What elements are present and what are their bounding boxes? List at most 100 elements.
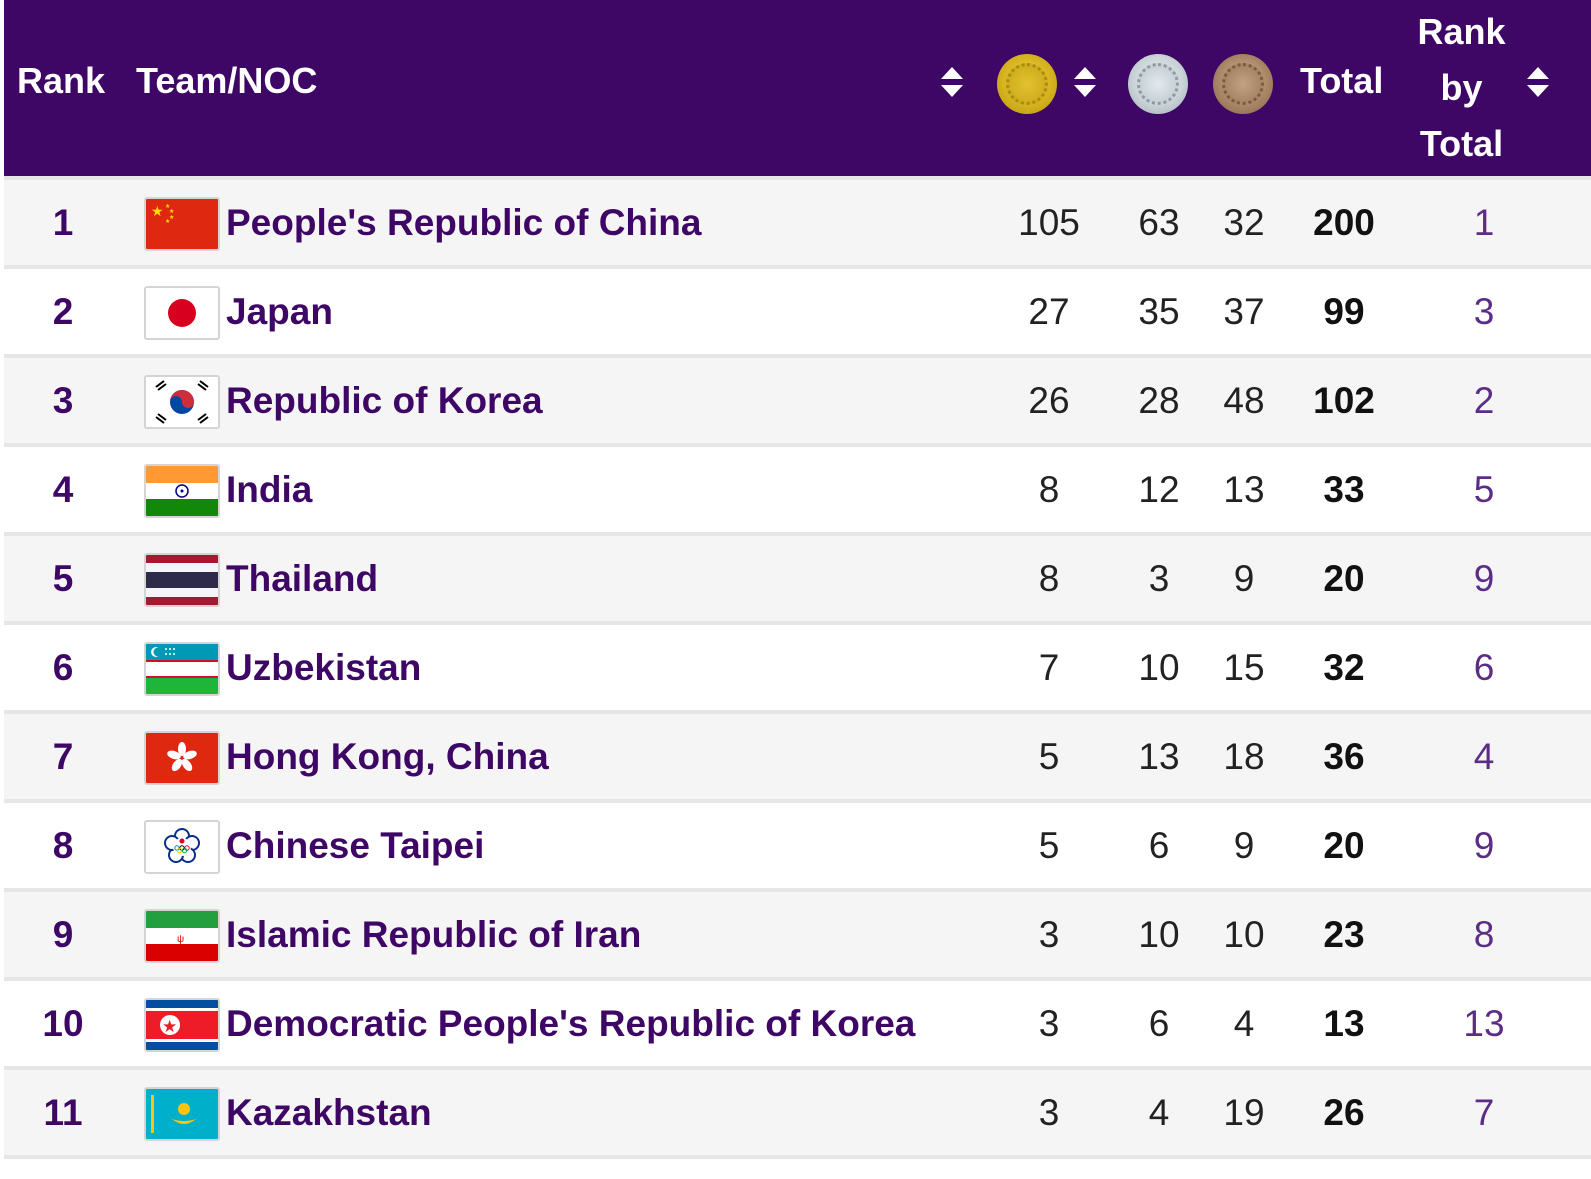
gold-count: 105 [1018, 202, 1080, 243]
team-name-link[interactable]: India [226, 469, 313, 510]
iran-flag-icon: ψ [144, 909, 220, 963]
rank-by-total-cell: 2 [1473, 380, 1495, 421]
table-row[interactable]: 7 Hong Kong, China 5 13 18 36 4 [4, 714, 1591, 803]
silver-count: 3 [1148, 558, 1170, 599]
gold-medal-icon[interactable] [997, 54, 1057, 114]
total-count: 20 [1323, 825, 1365, 866]
total-count: 32 [1323, 647, 1365, 688]
total-count: 102 [1313, 380, 1375, 421]
rank-column-header[interactable]: Rank [17, 60, 106, 101]
team-name-link[interactable]: Republic of Korea [226, 380, 543, 421]
gold-count: 8 [1038, 558, 1060, 599]
table-row[interactable]: 9 ψ Islamic Republic of Iran 3 10 10 23 8 [4, 892, 1591, 981]
rank-by-total-cell: 9 [1473, 825, 1495, 866]
korea-flag-icon [144, 375, 220, 429]
team-name-link[interactable]: Democratic People's Republic of Korea [226, 1003, 916, 1044]
rank-by-total-column-header[interactable]: Rank by Total [1404, 4, 1519, 172]
team-name-link[interactable]: Islamic Republic of Iran [226, 914, 642, 955]
hong-kong-flag-icon [144, 731, 220, 785]
svg-text:ψ: ψ [177, 934, 184, 945]
bronze-count: 32 [1223, 202, 1265, 243]
thailand-flag-icon [144, 553, 220, 607]
india-flag-icon [144, 464, 220, 518]
team-name-link[interactable]: Uzbekistan [226, 647, 422, 688]
svg-text:★: ★ [169, 208, 174, 215]
gold-count: 3 [1038, 1092, 1060, 1133]
total-count: 36 [1323, 736, 1365, 777]
bronze-count: 15 [1223, 647, 1265, 688]
uzbekistan-flag-icon [144, 642, 220, 696]
table-header: Rank Team/NOC Total Rank by Total [4, 0, 1591, 180]
silver-count: 10 [1138, 914, 1180, 955]
gold-count: 27 [1028, 291, 1070, 332]
silver-count: 6 [1148, 1003, 1170, 1044]
rank-by-total-label-line: Rank [1417, 11, 1506, 52]
rank-cell: 11 [43, 1092, 83, 1133]
total-count: 99 [1323, 291, 1365, 332]
rank-by-total-label-line: Total [1419, 123, 1504, 164]
rank-cell: 7 [52, 736, 74, 777]
table-row[interactable]: 5 Thailand 8 3 9 20 9 [4, 536, 1591, 625]
chinese-taipei-flag-icon [144, 820, 220, 874]
total-count: 200 [1313, 202, 1375, 243]
sort-icon[interactable] [1527, 67, 1549, 97]
gold-count: 3 [1038, 1003, 1060, 1044]
rank-cell: 2 [52, 291, 74, 332]
table-row[interactable]: 4 India 8 12 13 33 5 [4, 447, 1591, 536]
rank-by-total-label-line: by [1440, 67, 1483, 108]
table-row[interactable]: 2 Japan 27 35 37 99 3 [4, 269, 1591, 358]
table-row[interactable]: 11 Kazakhstan 3 4 19 26 7 [4, 1070, 1591, 1159]
rank-by-total-cell: 13 [1463, 1003, 1505, 1044]
bronze-count: 19 [1223, 1092, 1265, 1133]
rank-by-total-cell: 7 [1473, 1092, 1495, 1133]
team-column-header[interactable]: Team/NOC [136, 60, 318, 101]
team-name-link[interactable]: Hong Kong, China [226, 736, 549, 777]
total-count: 33 [1323, 469, 1365, 510]
silver-count: 35 [1138, 291, 1180, 332]
silver-count: 13 [1138, 736, 1180, 777]
bronze-count: 18 [1223, 736, 1265, 777]
rank-cell: 3 [52, 380, 74, 421]
table-row[interactable]: 10 ★ Democratic People's Republic of Korea… [4, 981, 1591, 1070]
rank-cell: 10 [42, 1003, 84, 1044]
bronze-count: 37 [1223, 291, 1265, 332]
gold-count: 3 [1038, 914, 1060, 955]
gold-count: 5 [1038, 825, 1060, 866]
table-row[interactable]: 1 ★ ★ ★ ★ ★ People's Republic of China 105 63 32 2… [4, 180, 1591, 269]
rank-cell: 6 [52, 647, 74, 688]
total-count: 13 [1323, 1003, 1365, 1044]
bronze-count: 9 [1233, 558, 1255, 599]
silver-count: 63 [1138, 202, 1180, 243]
silver-count: 4 [1148, 1092, 1170, 1133]
rank-by-total-cell: 4 [1473, 736, 1495, 777]
sort-icon[interactable] [1074, 67, 1096, 97]
silver-count: 28 [1138, 380, 1180, 421]
rank-by-total-cell: 3 [1473, 291, 1495, 332]
total-count: 23 [1323, 914, 1365, 955]
table-row[interactable]: 6 Uzbekistan 7 10 15 32 6 [4, 625, 1591, 714]
kazakhstan-flag-icon [144, 1087, 220, 1141]
team-name-link[interactable]: Japan [226, 291, 333, 332]
svg-text:★: ★ [151, 203, 164, 219]
bronze-count: 10 [1223, 914, 1265, 955]
silver-count: 10 [1138, 647, 1180, 688]
team-name-link[interactable]: Chinese Taipei [226, 825, 485, 866]
total-count: 20 [1323, 558, 1365, 599]
silver-medal-icon[interactable] [1128, 54, 1188, 114]
table-body: 1 ★ ★ ★ ★ ★ People's Republic of China 105 63 32 2… [4, 180, 1591, 1159]
silver-count: 12 [1138, 469, 1180, 510]
gold-count: 8 [1038, 469, 1060, 510]
rank-cell: 1 [52, 202, 74, 243]
medal-table: Rank Team/NOC Total Rank by Total 1 ★ ★ ★ ★ ★… [4, 0, 1591, 1159]
total-column-header[interactable]: Total [1300, 60, 1384, 101]
team-name-link[interactable]: Thailand [226, 558, 379, 599]
table-row[interactable]: 3 Republic of Korea 26 28 48 102 2 [4, 358, 1591, 447]
team-name-link[interactable]: Kazakhstan [226, 1092, 432, 1133]
rank-by-total-cell: 1 [1473, 202, 1495, 243]
svg-text:★: ★ [165, 218, 170, 225]
sort-icon[interactable] [941, 67, 963, 97]
rank-cell: 8 [52, 825, 74, 866]
team-name-link[interactable]: People's Republic of China [226, 202, 702, 243]
bronze-medal-icon[interactable] [1213, 54, 1273, 114]
table-row[interactable]: 8 Chinese Taipei 5 6 9 20 9 [4, 803, 1591, 892]
